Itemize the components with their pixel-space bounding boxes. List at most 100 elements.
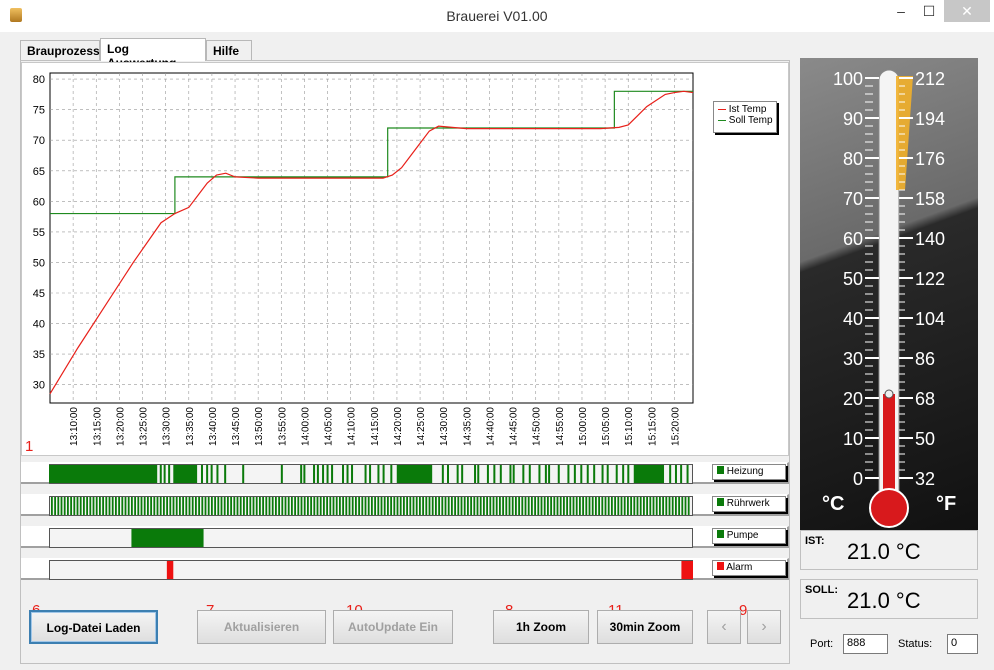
strip-stripe <box>265 497 268 515</box>
x-tick-label: 14:25:00 <box>416 407 427 446</box>
strip-stripe <box>591 497 594 515</box>
strip-stripe <box>175 497 178 515</box>
pumpe-label: Pumpe <box>726 530 759 541</box>
strip-stripe <box>556 497 559 515</box>
zoom-30min-button[interactable]: 30min Zoom <box>597 610 693 644</box>
strip-stripe <box>566 497 568 515</box>
strip-stripe <box>431 497 434 515</box>
fahrenheit-label: 158 <box>915 189 945 209</box>
minimize-button[interactable]: – <box>897 3 905 19</box>
port-field[interactable]: 888 <box>843 634 888 654</box>
x-tick-label: 14:15:00 <box>370 407 381 446</box>
status-field[interactable]: 0 <box>947 634 978 654</box>
strip-stripe <box>79 497 82 515</box>
fahrenheit-label: 140 <box>915 229 945 249</box>
strip-stripe <box>467 497 469 515</box>
celsius-label: 70 <box>843 189 863 209</box>
alarm-strip <box>49 560 693 580</box>
strip-stripe <box>528 465 531 483</box>
next-button[interactable]: › <box>747 610 781 644</box>
maximize-button[interactable]: ☐ <box>922 3 936 19</box>
strip-stripe <box>461 465 464 483</box>
prev-button[interactable]: ‹ <box>707 610 741 644</box>
tab-brauprozess[interactable]: Brauprozess <box>20 40 100 60</box>
x-tick-label: 15:10:00 <box>624 407 635 446</box>
strip-stripe <box>326 465 329 483</box>
strip-stripe <box>483 497 485 515</box>
strip-stripe <box>409 497 412 515</box>
strip-stripe <box>303 465 306 483</box>
legend-swatch-soll <box>718 119 726 121</box>
y-tick-label: 45 <box>33 288 45 300</box>
strip-stripe <box>557 465 560 483</box>
strip-stripe <box>390 497 392 515</box>
strip-stripe <box>86 497 88 515</box>
strip-stripe <box>303 497 306 515</box>
strip-stripe <box>182 497 184 515</box>
window-title: Brauerei V01.00 <box>446 8 548 24</box>
strip-segment <box>633 465 665 483</box>
strip-stripe <box>150 497 152 515</box>
strip-stripe <box>358 497 360 515</box>
strip-stripe <box>633 497 636 515</box>
strip-stripe <box>204 497 207 515</box>
strip-stripe <box>323 497 325 515</box>
strip-stripe <box>614 497 616 515</box>
celsius-label: 60 <box>843 229 863 249</box>
legend-soll: Soll Temp <box>728 115 773 126</box>
strip-stripe <box>259 497 261 515</box>
fahrenheit-label: 212 <box>915 69 945 89</box>
autoupdate-button[interactable]: AutoUpdate Ein <box>333 610 453 644</box>
strip-stripe <box>387 497 389 515</box>
strip-stripe <box>639 497 642 515</box>
unit-fahrenheit: °F <box>936 493 956 515</box>
strip-stripe <box>140 497 143 515</box>
soll-box: SOLL: 21.0 °C <box>800 579 978 619</box>
strip-stripe <box>201 497 204 515</box>
status-label: Status: <box>898 638 933 650</box>
strip-stripe <box>390 465 393 483</box>
tab-log-auswertung[interactable]: Log Auswertung <box>100 38 206 70</box>
strip-stripe <box>422 497 424 515</box>
x-tick-label: 15:00:00 <box>578 407 589 446</box>
strip-stripe <box>548 465 551 483</box>
x-tick-label: 13:45:00 <box>231 407 242 446</box>
temperature-chart: 30 35 40 45 50 55 60 65 70 75 80 13:10:00 13:15:00 13… <box>33 72 694 446</box>
aktualisieren-button[interactable]: Aktualisieren <box>197 610 326 644</box>
strip-stripe <box>630 497 632 515</box>
fahrenheit-label: 104 <box>915 309 945 329</box>
strip-stripe <box>438 497 440 515</box>
strip-stripe <box>593 465 596 483</box>
x-tick-label: 13:25:00 <box>139 407 150 446</box>
strip-stripe <box>159 497 162 515</box>
close-button[interactable]: ✕ <box>944 0 990 22</box>
tab-hilfe[interactable]: Hilfe <box>206 40 252 60</box>
strip-stripe <box>680 465 683 483</box>
app-icon <box>10 8 22 22</box>
strip-stripe <box>540 497 543 515</box>
strip-stripe <box>364 497 367 515</box>
strip-stripe <box>473 497 476 515</box>
strip-stripe <box>456 465 459 483</box>
zoom-1h-button[interactable]: 1h Zoom <box>493 610 589 644</box>
strip-stripe <box>382 465 385 483</box>
strip-stripe <box>275 497 277 515</box>
fahrenheit-label: 68 <box>915 389 935 409</box>
strip-stripe <box>159 465 162 483</box>
log-datei-laden-button[interactable]: Log-Datei Laden <box>29 610 158 644</box>
soll-label: SOLL: <box>805 584 838 596</box>
plot-area <box>49 72 694 404</box>
strip-stripe <box>200 465 203 483</box>
strip-stripe <box>534 497 536 515</box>
strip-stripe <box>70 497 72 515</box>
strip-stripe <box>573 465 576 483</box>
alarm-label: Alarm <box>726 562 753 573</box>
strip-stripe <box>230 497 232 515</box>
strip-stripe <box>172 497 175 515</box>
strip-stripe <box>671 497 674 515</box>
strip-stripe <box>143 497 146 515</box>
strip-stripe <box>367 497 370 515</box>
ruehrwerk-label: Rührwerk <box>726 498 770 509</box>
strip-stripe <box>252 497 255 515</box>
legend-swatch-ist <box>718 108 726 110</box>
